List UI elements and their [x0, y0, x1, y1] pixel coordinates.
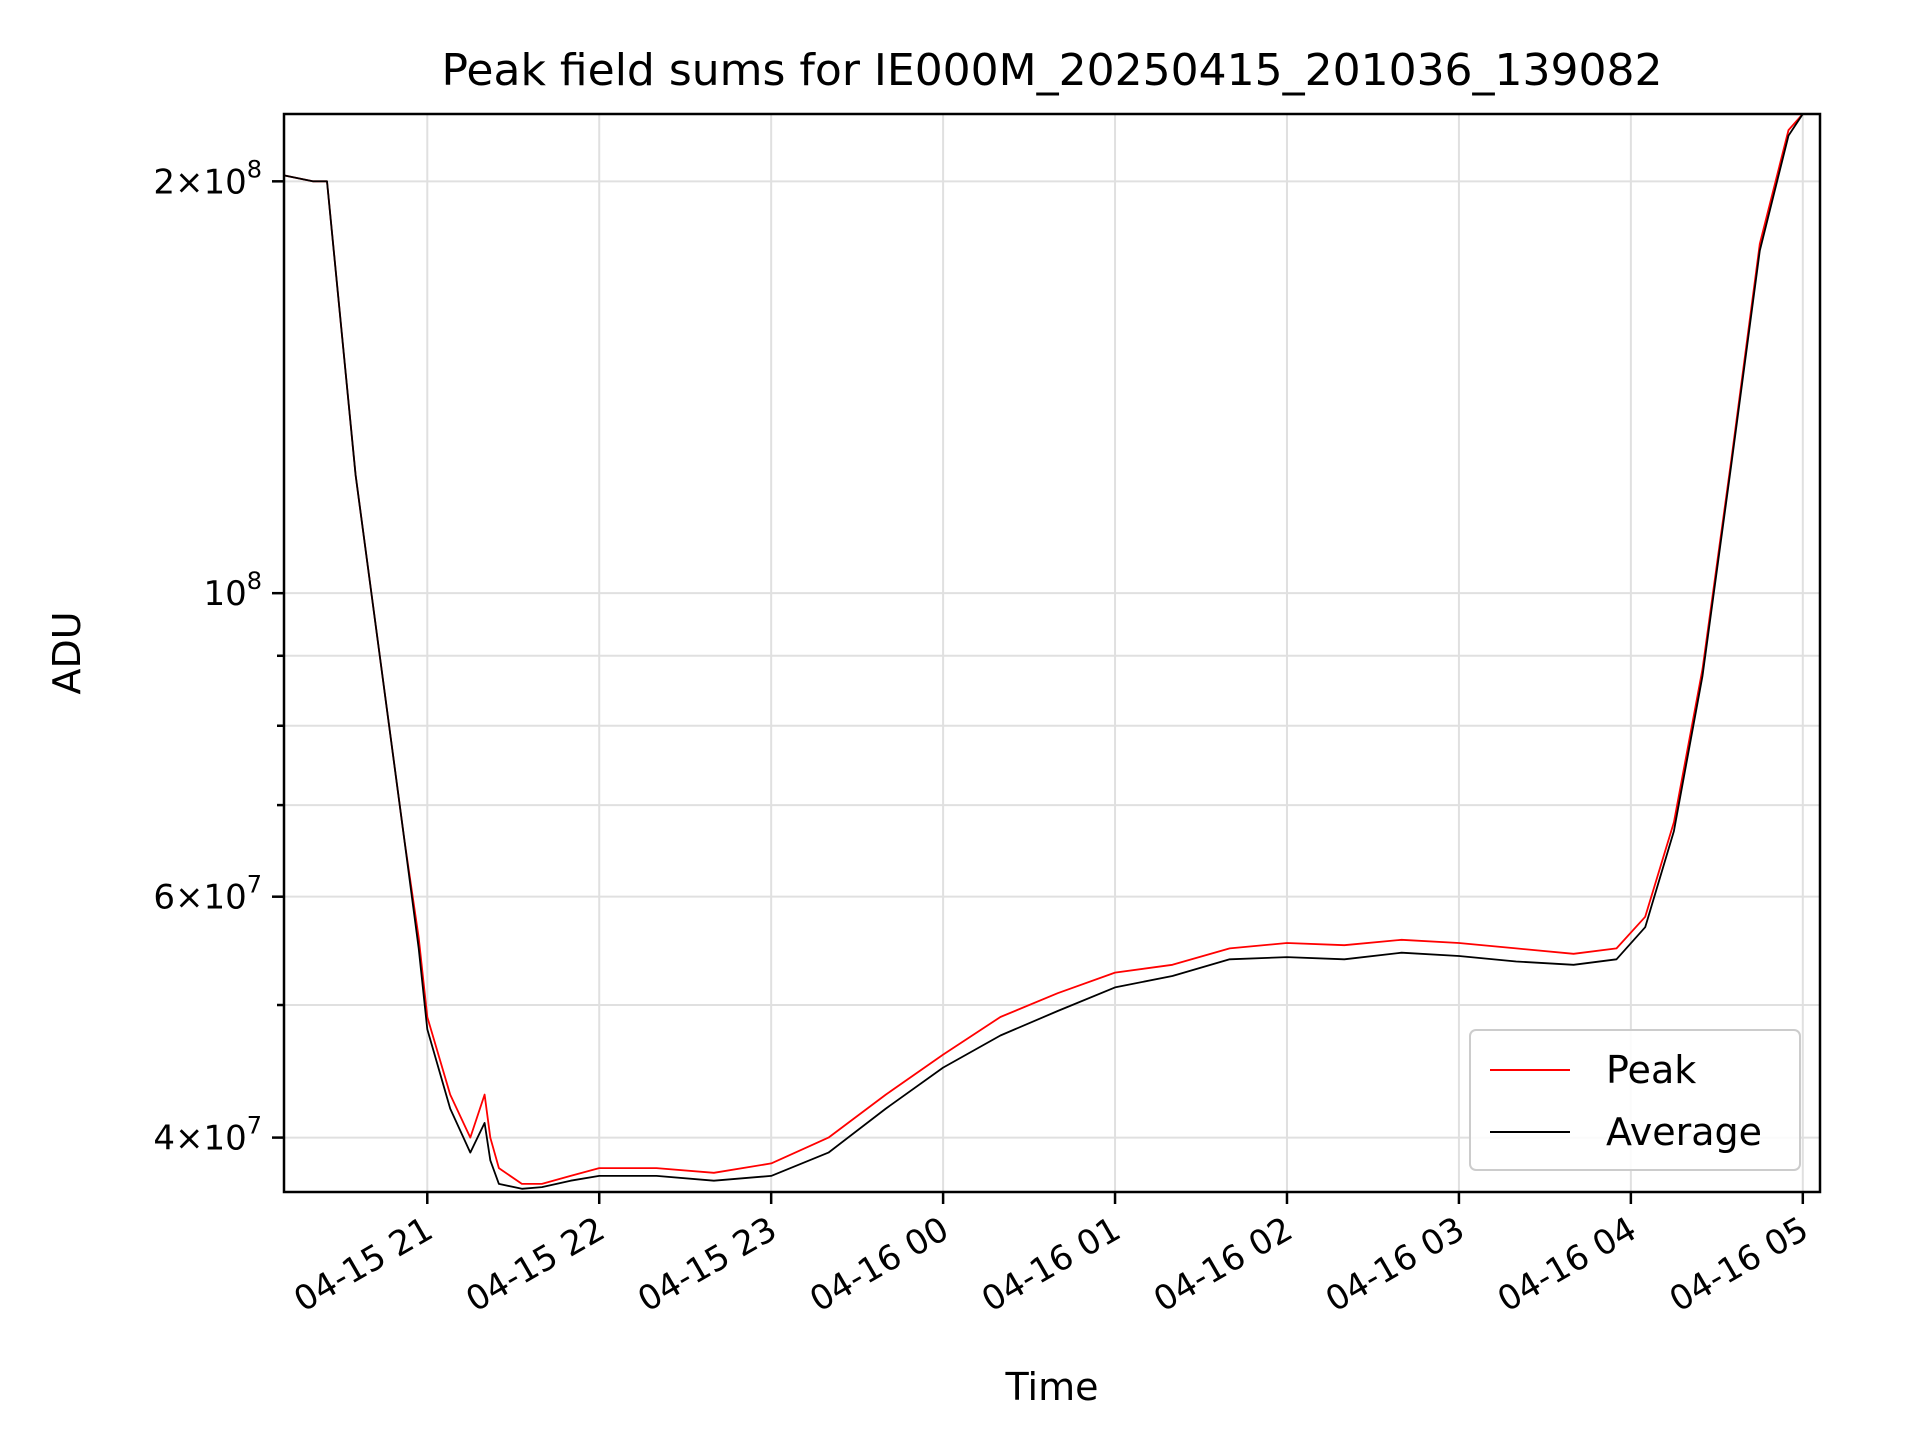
chart-title: Peak field sums for IE000M_20250415_2010… — [441, 45, 1662, 96]
x-tick-label: 04-15 23 — [631, 1209, 783, 1320]
y-tick-label: 4×107 — [153, 1112, 262, 1159]
x-axis-label: Time — [1005, 1365, 1099, 1409]
plot-frame — [282, 112, 1822, 1194]
x-tick-label: 04-16 01 — [975, 1209, 1127, 1320]
legend: Peak Average — [1469, 1029, 1801, 1171]
x-tick-label: 04-16 02 — [1147, 1209, 1299, 1320]
x-tick-label: 04-15 21 — [287, 1209, 439, 1320]
legend-box — [1469, 1029, 1801, 1171]
legend-label: Peak — [1606, 1048, 1696, 1092]
y-tick-label: 2×108 — [153, 155, 262, 202]
y-tick-label: 108 — [203, 567, 262, 614]
y-tick-label: 6×107 — [153, 871, 262, 918]
y-axis-ticks: 4×107 6×107 108 2×108 — [153, 155, 284, 1159]
x-tick-label: 04-16 04 — [1491, 1209, 1643, 1320]
x-tick-label: 04-16 00 — [803, 1209, 955, 1320]
series-line-peak — [283, 113, 1820, 1185]
y-axis-label: ADU — [45, 611, 89, 694]
legend-label: Average — [1606, 1110, 1762, 1154]
x-tick-label: 04-16 05 — [1663, 1209, 1815, 1320]
series-line-average — [283, 113, 1820, 1190]
grid-layer — [284, 114, 1820, 1192]
x-tick-label: 04-15 22 — [459, 1209, 611, 1320]
x-tick-label: 04-16 03 — [1319, 1209, 1471, 1320]
series-layer — [283, 113, 1820, 1190]
x-axis-ticks: 04-15 21 04-15 22 04-15 23 04-16 00 04-16 01… — [287, 1192, 1815, 1320]
